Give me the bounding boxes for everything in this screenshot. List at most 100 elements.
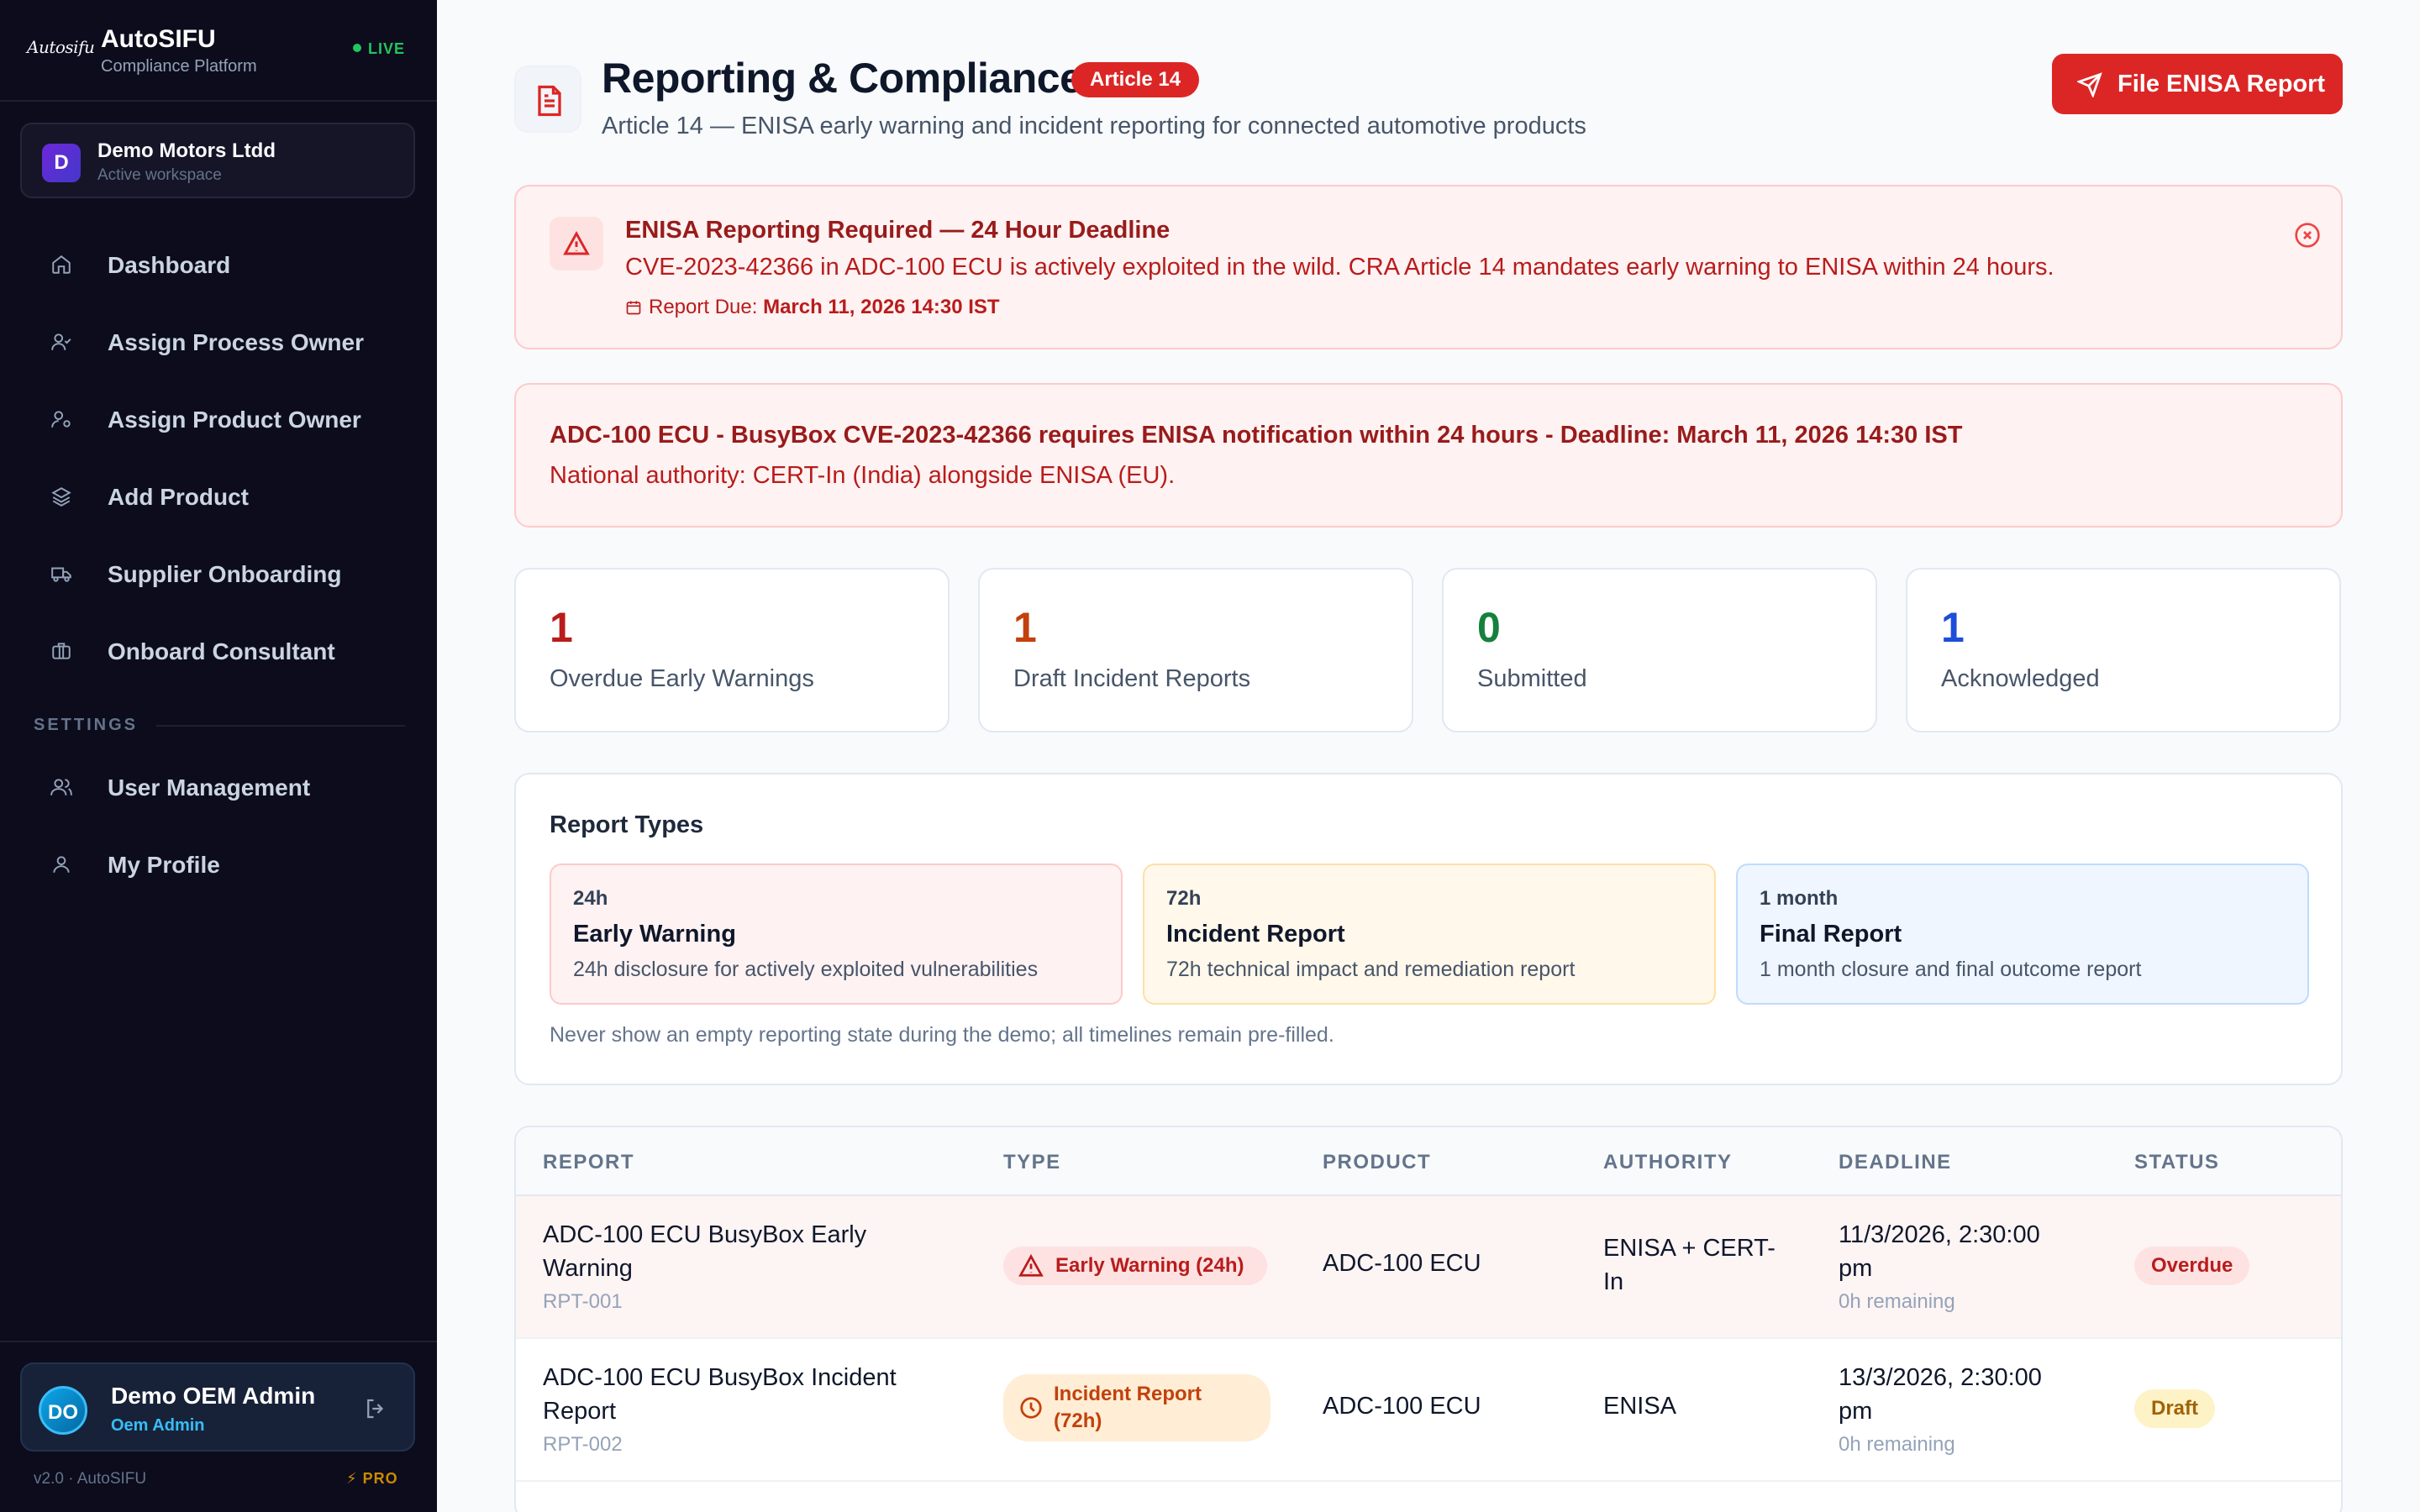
report-id: RPT-001 (543, 1290, 623, 1313)
briefcase-icon (50, 640, 72, 662)
user-role: Oem Admin (111, 1416, 205, 1435)
brand-header: Autosifu AutoSIFU Compliance Platform LI… (0, 0, 437, 102)
report-types-title: Report Types (550, 811, 704, 838)
report-type-window: 1 month (1760, 887, 1839, 910)
stat-value: 1 (1941, 604, 1965, 651)
column-header[interactable]: REPORT (543, 1151, 635, 1173)
deadline-line2: pm (1839, 1398, 1873, 1425)
sidebar-footer-divider (0, 1341, 437, 1342)
stat-card-acknowledged: 1 Acknowledged (1906, 568, 2341, 732)
sidebar-item-dashboard[interactable]: Dashboard (34, 237, 403, 291)
sidebar-item-label: Onboard Consultant (108, 638, 335, 664)
stat-value: 1 (1013, 604, 1037, 651)
column-header[interactable]: DEADLINE (1839, 1151, 1952, 1173)
sidebar-item-user-management[interactable]: User Management (34, 759, 403, 813)
type-label: Early Warning (24h) (1055, 1254, 1244, 1277)
report-types-note: Never show an empty reporting state duri… (550, 1023, 1334, 1047)
close-icon[interactable] (2294, 222, 2321, 249)
users-icon (50, 776, 72, 798)
alert-title: ENISA Reporting Required — 24 Hour Deadl… (625, 217, 1171, 244)
alert-triangle-icon (550, 217, 603, 270)
sidebar-item-label: Dashboard (108, 252, 231, 278)
report-due-value: March 11, 2026 14:30 IST (763, 296, 1000, 318)
stat-card-submitted: 0 Submitted (1442, 568, 1877, 732)
brand-logo[interactable]: Autosifu (27, 37, 95, 57)
status-badge: Overdue (2134, 1247, 2250, 1285)
report-type-window: 72h (1166, 887, 1202, 910)
document-icon (514, 66, 581, 133)
authority-line1: ENISA + CERT- (1603, 1235, 1776, 1262)
user-icon (50, 853, 72, 875)
stat-label: Acknowledged (1941, 665, 2100, 692)
stat-value: 0 (1477, 604, 1501, 651)
sidebar-item-assign-product-owner[interactable]: Assign Product Owner (34, 391, 403, 445)
type-label-line2: (72h) (1054, 1410, 1102, 1432)
table-row[interactable]: ADC-100 ECU BusyBox Incident Report RPT-… (516, 1339, 2341, 1482)
authority-cell: ENISA (1603, 1393, 1677, 1420)
table-row[interactable]: ADC-100 ECU BusyBox Early Warning RPT-00… (516, 1196, 2341, 1339)
reports-table: REPORT TYPE PRODUCT AUTHORITY DEADLINE S… (514, 1126, 2343, 1512)
stat-card-draft: 1 Draft Incident Reports (978, 568, 1413, 732)
report-type-name: Final Report (1760, 921, 1902, 948)
sidebar-item-supplier-onboarding[interactable]: Supplier Onboarding (34, 546, 403, 600)
stat-label: Overdue Early Warnings (550, 665, 814, 692)
report-type-desc: 24h disclosure for actively exploited vu… (573, 958, 1039, 981)
article-badge: Article 14 (1071, 62, 1200, 97)
sidebar-item-label: User Management (108, 774, 311, 801)
brand-subtitle: Compliance Platform (101, 57, 257, 76)
workspace-switcher[interactable]: D Demo Motors Ltdd Active workspace (20, 123, 415, 198)
report-id: RPT-002 (543, 1433, 623, 1456)
page-title: Reporting & Compliance (602, 55, 1083, 102)
report-name-line2: Warning (543, 1255, 633, 1282)
sidebar-item-label: Assign Process Owner (108, 329, 365, 355)
workspace-name: Demo Motors Ltdd (97, 139, 276, 162)
brand-name: AutoSIFU (101, 25, 216, 53)
workspace-avatar: D (42, 144, 81, 182)
report-name-line2: Report (543, 1398, 617, 1425)
settings-section-label: SETTINGS (34, 716, 139, 734)
send-icon (2077, 72, 2102, 97)
report-type-early-warning[interactable]: 24h Early Warning 24h disclosure for act… (550, 864, 1123, 1005)
deadline-line1: 11/3/2026, 2:30:00 (1839, 1221, 2040, 1248)
sidebar-item-add-product[interactable]: Add Product (34, 469, 403, 522)
home-icon (50, 254, 72, 276)
version-label: v2.0 · AutoSIFU (34, 1470, 147, 1488)
bolt-icon: ⚡ (346, 1470, 358, 1487)
user-cog-icon (50, 408, 72, 430)
report-type-final[interactable]: 1 month Final Report 1 month closure and… (1736, 864, 2309, 1005)
report-due-label: Report Due: (649, 296, 758, 318)
stat-value: 1 (550, 604, 573, 651)
sidebar-item-my-profile[interactable]: My Profile (34, 837, 403, 890)
stat-label: Draft Incident Reports (1013, 665, 1251, 692)
report-due: Report Due: March 11, 2026 14:30 IST (625, 296, 1000, 319)
report-type-name: Early Warning (573, 921, 736, 948)
type-label-line1: Incident Report (1054, 1383, 1202, 1405)
file-enisa-report-button[interactable]: File ENISA Report (2052, 54, 2343, 114)
sidebar-item-label: Add Product (108, 484, 249, 510)
logout-icon[interactable] (363, 1396, 388, 1421)
column-header[interactable]: PRODUCT (1323, 1151, 1432, 1173)
sidebar-item-label: Supplier Onboarding (108, 561, 342, 587)
status-badge: Draft (2134, 1389, 2216, 1428)
notification-banner: ADC-100 ECU - BusyBox CVE-2023-42366 req… (514, 383, 2343, 528)
column-header[interactable]: TYPE (1003, 1151, 1061, 1173)
settings-divider (156, 725, 405, 727)
sidebar-item-assign-process-owner[interactable]: Assign Process Owner (34, 314, 403, 368)
report-name-line1: ADC-100 ECU BusyBox Early (543, 1221, 867, 1248)
report-type-incident[interactable]: 72h Incident Report 72h technical impact… (1143, 864, 1716, 1005)
report-type-name: Incident Report (1166, 921, 1345, 948)
avatar: DO (39, 1386, 87, 1435)
alert-triangle-icon (1018, 1253, 1044, 1277)
column-header[interactable]: STATUS (2134, 1151, 2220, 1173)
sidebar-item-onboard-consultant[interactable]: Onboard Consultant (34, 623, 403, 677)
table-header: REPORT TYPE PRODUCT AUTHORITY DEADLINE S… (516, 1127, 2341, 1196)
type-badge: Incident Report (72h) (1003, 1374, 1270, 1441)
deadline-line1: 13/3/2026, 2:30:00 (1839, 1364, 2042, 1391)
product-cell: ADC-100 ECU (1323, 1393, 1481, 1420)
notification-body: National authority: CERT-In (India) alon… (550, 462, 1176, 489)
product-cell: ADC-100 ECU (1323, 1250, 1481, 1277)
type-badge: Early Warning (24h) (1003, 1247, 1267, 1285)
stat-card-overdue: 1 Overdue Early Warnings (514, 568, 950, 732)
user-card[interactable]: DO Demo OEM Admin Oem Admin (20, 1362, 415, 1452)
column-header[interactable]: AUTHORITY (1603, 1151, 1733, 1173)
